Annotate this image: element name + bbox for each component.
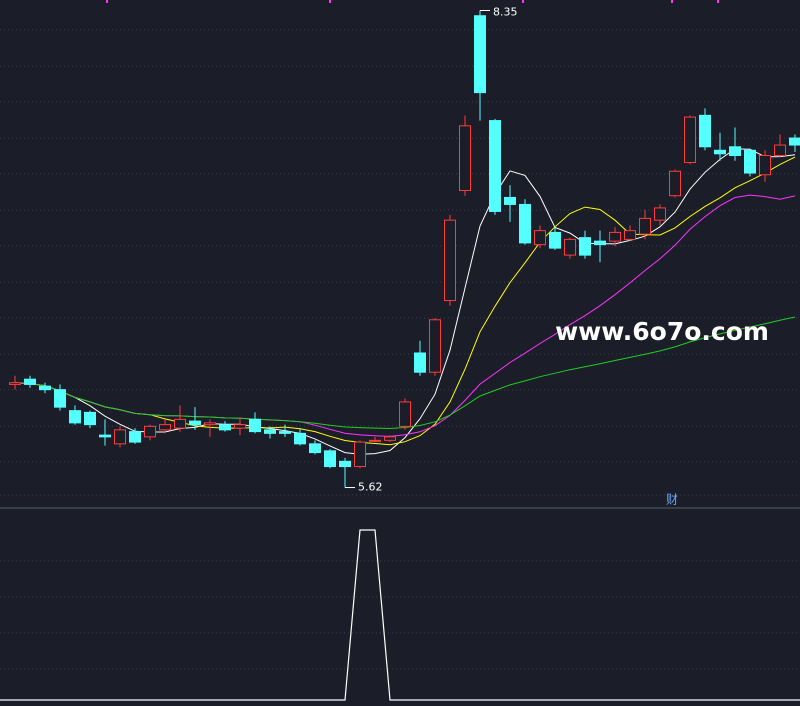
- candle-body: [579, 237, 591, 256]
- candle-body: [549, 231, 561, 249]
- candle-body: [24, 378, 36, 385]
- candle-body: [399, 401, 411, 427]
- candle-body: [54, 389, 66, 408]
- top-dots: [106, 0, 719, 3]
- candle-body: [684, 116, 696, 164]
- candle-body: [669, 170, 681, 197]
- marker-text: 财: [666, 493, 678, 507]
- dot: [717, 0, 719, 3]
- high-label: 8.35: [493, 5, 518, 18]
- candle-body: [279, 431, 291, 434]
- candle-body: [594, 240, 606, 246]
- candle-body: [339, 460, 351, 468]
- candle-body: [504, 196, 516, 205]
- candle-body: [534, 230, 546, 246]
- candle-body: [459, 125, 471, 191]
- candle-body: [369, 439, 381, 442]
- candle-body: [654, 207, 666, 221]
- dot: [522, 0, 524, 3]
- candle-body: [564, 238, 576, 256]
- candle-body: [174, 418, 186, 429]
- candle-body: [219, 424, 231, 431]
- candle-body: [759, 155, 771, 176]
- candle-body: [429, 319, 441, 373]
- candle-body: [204, 422, 216, 426]
- candle-body: [189, 420, 201, 426]
- candle-body: [129, 431, 141, 443]
- candle-body: [234, 424, 246, 429]
- candle-body: [639, 217, 651, 235]
- candle-body: [84, 411, 96, 426]
- candle-body: [69, 410, 81, 424]
- watermark: www.6o7o.com: [555, 317, 769, 346]
- candle-body: [294, 432, 306, 445]
- candle-body: [444, 219, 456, 302]
- candle-body: [249, 418, 261, 433]
- candle-body: [609, 231, 621, 242]
- dot: [329, 0, 331, 3]
- candle-body: [624, 230, 636, 240]
- candle-body: [729, 146, 741, 157]
- candle-body: [39, 385, 51, 391]
- candle-body: [144, 425, 156, 438]
- candle-body: [159, 424, 171, 431]
- dot: [106, 0, 108, 3]
- candle-body: [324, 450, 336, 468]
- low-label: 5.62: [358, 481, 383, 494]
- candle-body: [9, 382, 21, 385]
- indicator-line: [0, 529, 800, 701]
- candle-body: [489, 120, 501, 212]
- candle-body: [354, 441, 366, 468]
- grid: [0, 29, 800, 670]
- candle-body: [699, 114, 711, 148]
- candle-body: [384, 436, 396, 441]
- candle-body: [714, 149, 726, 155]
- candle-body: [789, 137, 800, 146]
- candle-body: [774, 144, 786, 157]
- dot: [671, 0, 673, 3]
- candle-body: [309, 443, 321, 454]
- candle-body: [264, 429, 276, 434]
- candle-body: [114, 429, 126, 445]
- candle-body: [519, 203, 531, 244]
- candle-body: [99, 434, 111, 438]
- candle-body: [474, 15, 486, 94]
- candle-body: [414, 352, 426, 373]
- candle-body: [744, 149, 756, 174]
